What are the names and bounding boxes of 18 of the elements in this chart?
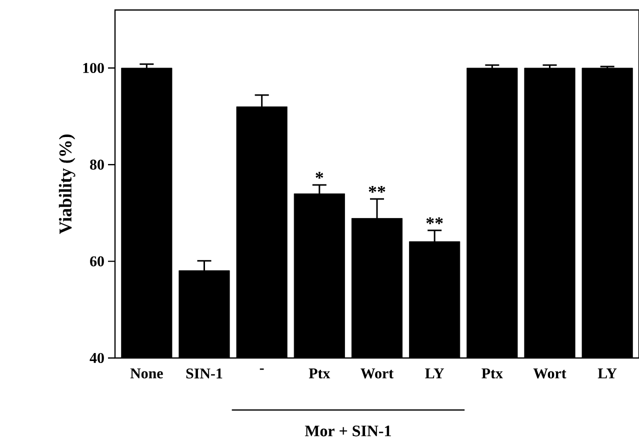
x-tick-label: Wort bbox=[360, 368, 394, 379]
x-tick-label: - bbox=[260, 368, 264, 370]
data-label: ** bbox=[368, 186, 386, 193]
data-label: * bbox=[316, 172, 324, 179]
x-tick-label: Wort bbox=[533, 368, 566, 379]
y-tick-label: 60 bbox=[90, 256, 104, 266]
y-tick-label: 80 bbox=[90, 160, 104, 170]
text: Mor + SIN-1 bbox=[304, 426, 391, 436]
x-tick-label: LY bbox=[425, 368, 444, 378]
data-label: ** bbox=[426, 217, 443, 224]
y-axis-title: Viability (%) bbox=[58, 134, 76, 234]
x-tick-label: None bbox=[130, 368, 163, 378]
x-tick-label: LY bbox=[598, 368, 617, 378]
x-tick-label: Ptx bbox=[482, 368, 503, 378]
y-tick-label: 40 bbox=[90, 352, 104, 364]
x-tick-label: Ptx bbox=[308, 368, 330, 378]
x-tick-label: SIN-1 bbox=[186, 368, 222, 379]
y-tick-label: 100 bbox=[83, 62, 104, 74]
